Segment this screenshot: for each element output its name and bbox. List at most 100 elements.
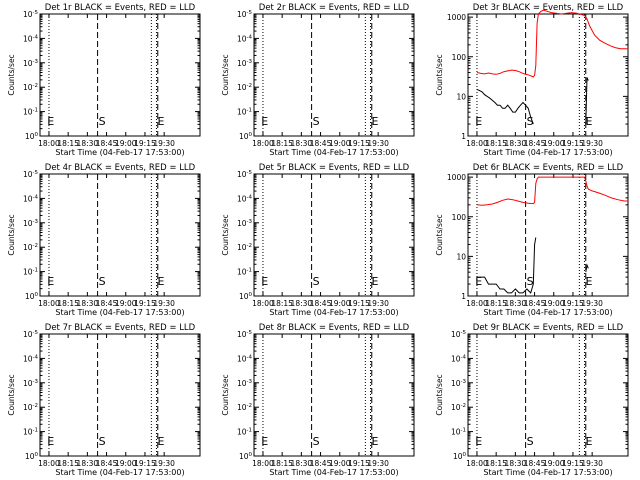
marker-label: E [47, 435, 54, 448]
panel-title: Det 9r BLACK = Events, RED = LLD [473, 323, 624, 333]
x-tick-label: 18:00 [38, 139, 60, 148]
y-tick-label: 10-2 [237, 403, 252, 412]
x-tick-label: 18:30 [77, 299, 99, 308]
x-axis-label: Start Time (04-Feb-17 17:53:00) [483, 468, 612, 477]
x-tick-label: 18:15 [57, 299, 79, 308]
marker-label: S [527, 275, 534, 288]
panel-8: Det 8r BLACK = Events, RED = LLD18:0018:… [221, 323, 415, 477]
y-axis-label: Counts/sec [435, 374, 444, 415]
y-tick-label: 10-5 [23, 10, 39, 19]
marker-label: E [475, 435, 482, 448]
marker-label: E [47, 115, 54, 128]
panel-title: Det 6r BLACK = Events, RED = LLD [473, 163, 624, 173]
y-tick-label: 100 [25, 452, 39, 461]
plot-frame [39, 173, 201, 297]
y-tick-label: 100 [239, 132, 253, 141]
y-tick-label: 10-2 [23, 243, 38, 252]
x-tick-label: 19:15 [134, 459, 156, 468]
y-tick-label: 10-5 [23, 330, 39, 339]
y-tick-label: 100 [239, 292, 253, 301]
x-tick-label: 18:45 [524, 139, 546, 148]
x-tick-label: 19:15 [348, 459, 370, 468]
marker-label: S [313, 115, 320, 128]
panel-title: Det 4r BLACK = Events, RED = LLD [45, 163, 196, 173]
y-tick-label: 10-3 [23, 379, 39, 388]
marker-label: S [313, 275, 320, 288]
marker-label: E [475, 275, 482, 288]
y-tick-label: 10-3 [237, 219, 253, 228]
x-tick-label: 19:00 [115, 299, 137, 308]
y-tick-label: 10-1 [23, 428, 38, 437]
x-tick-label: 18:00 [38, 299, 60, 308]
y-tick-label: 10-2 [23, 403, 38, 412]
y-tick-label: 100 [452, 53, 467, 62]
x-tick-label: 19:15 [562, 139, 584, 148]
x-tick-label: 19:15 [348, 299, 370, 308]
marker-label: E [371, 115, 378, 128]
y-tick-label: 10-3 [451, 379, 467, 388]
y-tick-label: 10-4 [237, 194, 253, 203]
y-axis-label: Counts/sec [7, 374, 16, 415]
x-axis-label: Start Time (04-Feb-17 17:53:00) [483, 148, 612, 157]
x-tick-label: 18:00 [252, 299, 274, 308]
x-tick-label: 19:15 [562, 299, 584, 308]
panel-3: Det 3r BLACK = Events, RED = LLD 18:00 18:… [435, 3, 629, 157]
x-tick-label: 19:00 [329, 139, 351, 148]
x-axis-label: Start Time (04-Feb-17 17:53:00) [269, 148, 398, 157]
panel-title: Det 1r BLACK = Events, RED = LLD [45, 3, 196, 13]
marker-label: E [585, 275, 592, 288]
y-tick-label: 1000 [447, 173, 466, 182]
y-tick-label: 10 [456, 92, 466, 101]
x-tick-label: 18:30 [291, 139, 313, 148]
x-tick-label: 19:15 [562, 459, 584, 468]
series-line-3 [585, 263, 589, 273]
marker-label: E [47, 275, 54, 288]
series-line-1 [476, 9, 628, 78]
panel-title: Det 3r BLACK = Events, RED = LLD [473, 3, 624, 13]
x-tick-label: 19:00 [543, 299, 565, 308]
y-axis-label: Counts/sec [221, 374, 230, 415]
y-tick-label: 1000 [447, 13, 466, 22]
marker-label: E [475, 115, 482, 128]
y-tick-label: 1 [461, 132, 466, 141]
marker-label: E [585, 115, 592, 128]
plot-frame [253, 173, 415, 297]
x-tick-label: 19:15 [134, 299, 156, 308]
series-line-2 [476, 88, 534, 125]
x-tick-label: 18:15 [57, 459, 79, 468]
y-tick-label: 10-1 [23, 108, 38, 117]
marker-label: S [527, 435, 534, 448]
panel-1: Det 1r BLACK = Events, RED = LLD 18:00 18:… [7, 3, 201, 157]
y-tick-label: 10-1 [23, 268, 38, 277]
panel-5: Det 5r BLACK = Events, RED = LLD18:0018:… [221, 163, 415, 317]
x-tick-label: 19:30 [367, 459, 389, 468]
y-tick-label: 10-5 [451, 330, 467, 339]
x-tick-label: 19:00 [543, 139, 565, 148]
y-tick-label: 100 [452, 213, 467, 222]
x-tick-label: 19:00 [329, 299, 351, 308]
marker-label: E [157, 435, 164, 448]
x-tick-label: 19:15 [134, 139, 156, 148]
y-axis-label: Counts/sec [7, 214, 16, 255]
y-axis-label: Counts/sec [221, 214, 230, 255]
x-tick-label: 19:00 [543, 459, 565, 468]
x-tick-label: 19:30 [581, 299, 603, 308]
x-tick-label: 18:45 [310, 139, 332, 148]
marker-label: E [261, 115, 268, 128]
y-tick-label: 10-4 [451, 354, 467, 363]
panel-7: Det 7r BLACK = Events, RED = LLD18:0018:… [7, 323, 201, 477]
y-axis-label: Counts/sec [7, 54, 16, 95]
x-tick-label: 19:00 [115, 459, 137, 468]
x-tick-label: 18:30 [505, 459, 527, 468]
x-tick-label: 18:00 [466, 299, 488, 308]
x-tick-label: 18:00 [466, 139, 488, 148]
marker-label: E [371, 275, 378, 288]
panel-6: Det 6r BLACK = Events, RED = LLD18:0018:… [435, 163, 629, 317]
panel-9: Det 9r BLACK = Events, RED = LLD18:0018:… [435, 323, 629, 477]
series-line-1 [476, 176, 628, 206]
x-tick-label: 18:30 [77, 139, 99, 148]
y-tick-label: 10-3 [23, 219, 39, 228]
y-tick-label: 10-2 [237, 83, 252, 92]
y-tick-label: 10-3 [23, 59, 39, 68]
